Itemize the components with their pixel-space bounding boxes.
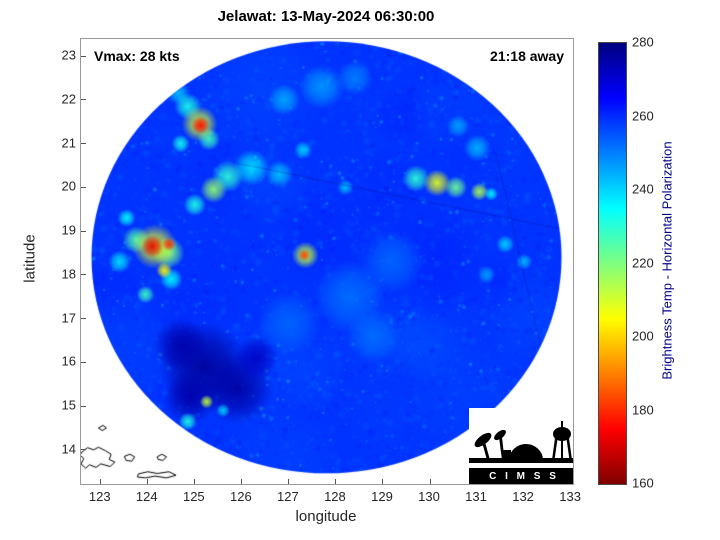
x-tick-mark bbox=[288, 479, 290, 484]
x-tick-label: 127 bbox=[277, 489, 299, 504]
y-tick-label: 22 bbox=[61, 91, 76, 107]
x-tick-mark bbox=[194, 479, 196, 484]
x-axis-label: longitude bbox=[295, 508, 357, 525]
y-tick-label: 16 bbox=[61, 353, 76, 369]
colorbar-tick-label: 280 bbox=[632, 34, 654, 50]
y-tick-mark bbox=[81, 449, 86, 451]
colorbar-tick-label: 180 bbox=[632, 402, 654, 417]
y-tick-label: 17 bbox=[61, 310, 76, 326]
plot-title: Jelawat: 13-May-2024 06:30:00 bbox=[217, 8, 435, 25]
y-tick-mark bbox=[81, 143, 86, 145]
colorbar-tick-label: 240 bbox=[632, 181, 654, 197]
x-tick-mark bbox=[100, 479, 102, 484]
x-tick-label: 133 bbox=[559, 489, 581, 504]
colorbar-tick-label: 160 bbox=[632, 475, 654, 491]
x-tick-label: 125 bbox=[182, 489, 205, 504]
y-axis-label: latitude bbox=[21, 234, 39, 283]
x-tick-label: 123 bbox=[88, 489, 111, 504]
colorbar-label: Brightness Temp - Horizontal Polarizatio… bbox=[659, 141, 675, 380]
vmax-annotation: Vmax: 28 kts bbox=[94, 48, 180, 64]
y-tick-label: 18 bbox=[61, 266, 76, 282]
colorbar-gradient bbox=[599, 43, 626, 484]
y-tick-label: 21 bbox=[61, 135, 76, 151]
y-tick-label: 19 bbox=[61, 222, 76, 238]
y-tick-label: 14 bbox=[61, 441, 76, 457]
colorbar-tick-label: 200 bbox=[632, 328, 654, 344]
cimss-logo-text: C I M S S bbox=[469, 468, 573, 484]
colorbar-tick-label: 260 bbox=[632, 108, 654, 123]
x-tick-label: 130 bbox=[418, 489, 440, 504]
x-tick-label: 132 bbox=[512, 489, 534, 504]
x-tick-mark bbox=[382, 479, 384, 484]
x-tick-mark bbox=[147, 479, 149, 484]
y-tick-mark bbox=[81, 405, 86, 407]
y-tick-mark bbox=[81, 274, 86, 276]
x-tick-label: 128 bbox=[324, 489, 346, 504]
y-tick-mark bbox=[81, 361, 86, 363]
plot-area: Vmax: 28 kts 21:18 away bbox=[80, 38, 574, 485]
x-tick-label: 131 bbox=[465, 489, 487, 504]
y-tick-label: 20 bbox=[61, 178, 76, 194]
y-tick-label: 23 bbox=[61, 47, 76, 63]
y-tick-mark bbox=[81, 186, 86, 188]
colorbar bbox=[598, 42, 627, 485]
observatory-silhouette-icon bbox=[469, 421, 573, 463]
y-tick-mark bbox=[81, 99, 86, 101]
x-tick-label: 124 bbox=[135, 489, 158, 504]
y-tick-label: 15 bbox=[61, 397, 76, 413]
x-tick-label: 129 bbox=[371, 489, 393, 504]
colorbar-tick-label: 220 bbox=[632, 255, 654, 270]
eta-annotation: 21:18 away bbox=[490, 48, 564, 64]
y-tick-mark bbox=[81, 230, 86, 232]
x-tick-mark bbox=[335, 479, 337, 484]
x-tick-mark bbox=[429, 479, 431, 484]
cimss-logo: C I M S S bbox=[469, 408, 573, 484]
y-tick-mark bbox=[81, 55, 86, 57]
x-tick-mark bbox=[241, 479, 243, 484]
x-tick-label: 126 bbox=[230, 489, 252, 504]
y-tick-mark bbox=[81, 318, 86, 320]
